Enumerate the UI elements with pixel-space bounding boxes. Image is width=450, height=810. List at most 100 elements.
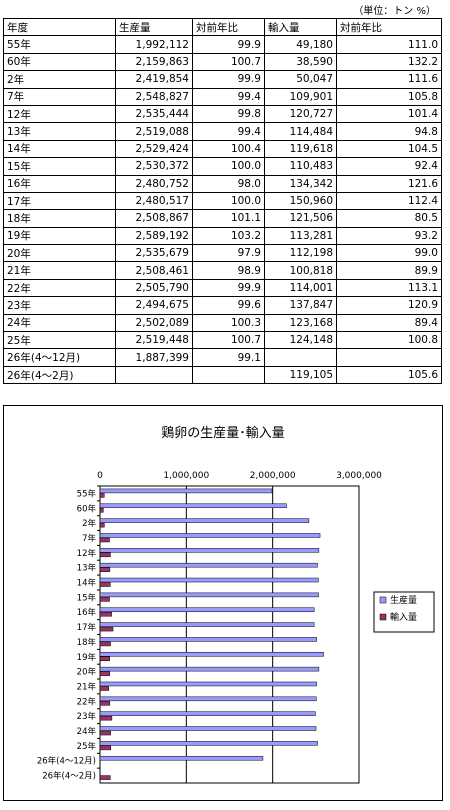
table-row: 12年 2,535,444 99.8 120,727 101.4 <box>3 104 442 124</box>
year-cell: 12年 <box>3 104 116 124</box>
year-cell: 18年 <box>3 209 116 228</box>
category-label: 25年 <box>77 741 97 752</box>
bar-production <box>99 666 320 672</box>
year-cell: 26年(4～2月) <box>3 365 116 385</box>
bar-production <box>99 696 317 702</box>
x-tick-label: 0 <box>97 471 103 481</box>
value-cell: 99.1 <box>192 348 265 367</box>
category-label: 26年(4～2月) <box>42 771 96 782</box>
table-row: 25年 2,519,448 100.7 124,148 100.8 <box>3 331 442 350</box>
bar-production <box>99 533 321 538</box>
bar-imports <box>99 686 109 691</box>
category-label: 16年 <box>77 607 97 618</box>
value-cell: 1,887,399 <box>115 348 193 367</box>
x-tick-label: 2,000,000 <box>250 471 296 481</box>
category-label: 26年(4～12月) <box>37 756 96 767</box>
year-cell: 21年 <box>3 261 116 280</box>
bar-imports <box>99 671 110 676</box>
bar-production <box>99 562 318 568</box>
value-cell: 124,148 <box>264 331 337 350</box>
year-cell: 55年 <box>3 35 116 54</box>
year-cell: 17年 <box>3 191 116 211</box>
table-row: 7年 2,548,827 99.4 109,901 105.8 <box>3 87 442 106</box>
x-tick-label: 1,000,000 <box>163 471 209 481</box>
table-row: 19年 2,589,192 103.2 113,281 93.2 <box>3 226 442 246</box>
value-cell: 120.9 <box>336 296 442 315</box>
value-cell: 119,105 <box>264 365 337 385</box>
legend-label: 生産量 <box>390 594 417 606</box>
table-row: 20年 2,535,679 97.9 112,198 99.0 <box>3 244 442 263</box>
value-cell: 50,047 <box>264 70 337 89</box>
value-cell: 103.2 <box>192 226 265 246</box>
value-cell: 2,505,790 <box>115 278 193 298</box>
value-cell: 112,198 <box>264 244 337 263</box>
value-cell: 2,535,679 <box>115 244 193 263</box>
year-cell: 13年 <box>3 122 116 141</box>
value-cell: 93.2 <box>336 226 442 246</box>
value-cell: 94.8 <box>336 122 442 141</box>
value-cell: 110,483 <box>264 157 337 176</box>
year-cell: 16年 <box>3 174 116 193</box>
bar-imports <box>99 582 111 587</box>
bar-imports <box>99 552 111 558</box>
year-cell: 7年 <box>3 87 116 106</box>
category-label: 2年 <box>82 518 96 529</box>
value-cell: 121,506 <box>264 209 337 228</box>
table-row: 23年 2,494,675 99.6 137,847 120.9 <box>3 296 442 315</box>
value-cell: 2,519,088 <box>115 122 193 141</box>
value-cell: 99.4 <box>192 122 265 141</box>
bar-imports <box>99 775 111 780</box>
bar-imports <box>99 715 113 721</box>
bar-imports <box>99 626 114 632</box>
header-imports: 輸入量 <box>264 17 337 37</box>
value-cell: 80.5 <box>336 209 442 228</box>
value-cell: 134,342 <box>264 174 337 193</box>
value-cell: 98.9 <box>192 261 265 280</box>
category-label: 60年 <box>77 503 97 514</box>
bar-imports <box>99 493 105 498</box>
table-row: 26年(4～2月) 119,105 105.6 <box>3 365 442 385</box>
value-cell: 97.9 <box>192 244 265 263</box>
bar-production <box>99 548 320 553</box>
bar-production <box>99 652 324 657</box>
x-tick-label: 3,000,000 <box>336 471 382 481</box>
bar-imports <box>99 537 110 543</box>
value-cell <box>336 348 442 367</box>
value-cell: 2,480,517 <box>115 191 193 211</box>
value-cell: 100,818 <box>264 261 337 280</box>
bar-imports <box>99 522 105 528</box>
value-cell: 2,589,192 <box>115 226 193 246</box>
value-cell: 109,901 <box>264 87 337 106</box>
chart-title: 鶏卵の生産量･輸入量 <box>161 425 285 441</box>
value-cell: 2,530,372 <box>115 157 193 176</box>
bar-imports <box>99 745 111 751</box>
unit-note: （単位：トン %） <box>353 6 436 17</box>
header-year: 年度 <box>3 17 116 37</box>
legend-swatch <box>379 613 387 621</box>
category-label: 23年 <box>77 711 97 722</box>
value-cell: 101.4 <box>336 104 442 124</box>
year-cell: 19年 <box>3 226 116 246</box>
value-cell: 99.9 <box>192 278 265 298</box>
table-row: 24年 2,502,089 100.3 123,168 89.4 <box>3 313 442 333</box>
value-cell: 38,590 <box>264 52 337 72</box>
bar-production <box>99 488 273 494</box>
value-cell: 100.7 <box>192 52 265 72</box>
table-row: 22年 2,505,790 99.9 114,001 113.1 <box>3 278 442 298</box>
year-cell: 14年 <box>3 139 116 159</box>
year-cell: 25年 <box>3 331 116 350</box>
bar-imports <box>99 656 111 662</box>
value-cell: 119,618 <box>264 139 337 159</box>
bar-production <box>99 503 287 509</box>
plot-area <box>99 485 360 784</box>
bar-production <box>99 681 317 687</box>
bar-imports <box>99 730 111 736</box>
table-row: 60年 2,159,863 100.7 38,590 132.2 <box>3 52 442 72</box>
value-cell: 2,529,424 <box>115 139 193 159</box>
value-cell: 132.2 <box>336 52 442 72</box>
category-label: 17年 <box>77 622 97 633</box>
value-cell: 99.9 <box>192 70 265 89</box>
header-production-ratio: 対前年比 <box>192 17 265 37</box>
table-row: 18年 2,508,867 101.1 121,506 80.5 <box>3 209 442 228</box>
bar-imports <box>99 508 104 513</box>
